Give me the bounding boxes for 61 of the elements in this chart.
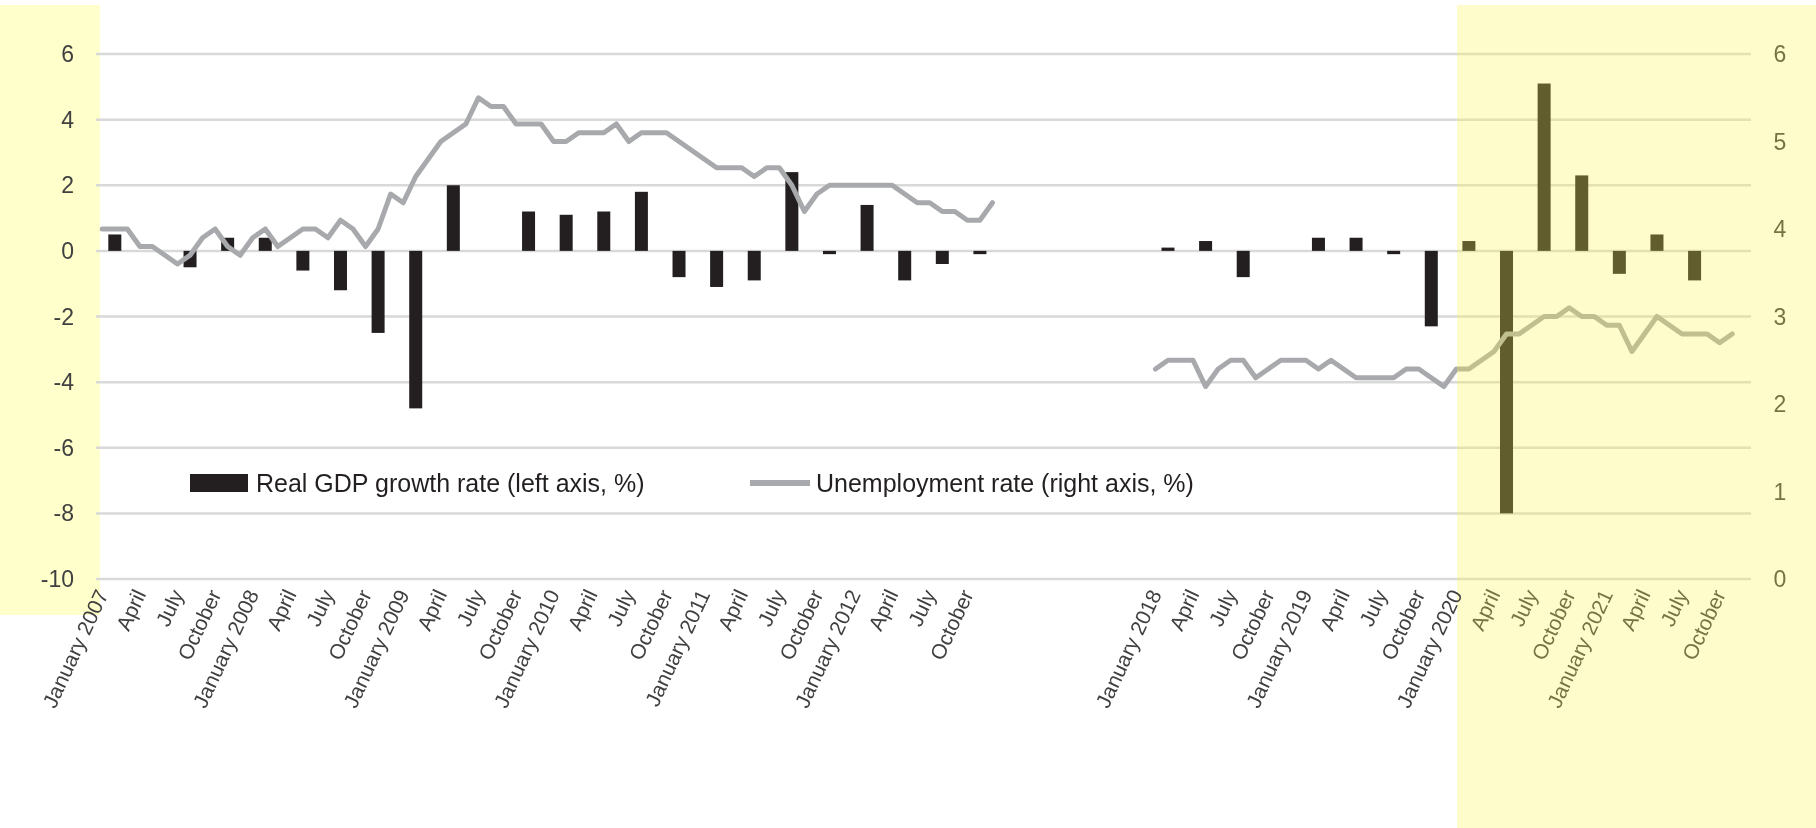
y-tick-label: 0: [61, 237, 74, 264]
bar: [409, 250, 423, 409]
bar: [1387, 250, 1401, 255]
bar: [371, 250, 385, 333]
bar: [747, 250, 761, 281]
bar: [258, 237, 272, 251]
bar: [710, 250, 724, 287]
y-tick-label: 4: [61, 106, 75, 133]
y2-tick-label: 5: [1773, 128, 1787, 155]
bar: [634, 191, 648, 251]
y2-tick-label: 3: [1773, 303, 1787, 330]
bar: [1349, 237, 1363, 251]
x-tick-label: April: [1315, 586, 1354, 634]
y2-tick-label: 0: [1773, 566, 1787, 593]
x-tick-label: April: [1164, 586, 1204, 634]
x-tick-label: April: [111, 586, 151, 634]
bar: [1311, 237, 1325, 251]
x-tick-label: April: [562, 586, 602, 634]
y-tick-label: -4: [53, 369, 75, 396]
bar: [898, 250, 912, 281]
y2-tick-label: 4: [1773, 216, 1787, 243]
y-tick-label: 2: [61, 172, 74, 199]
bar: [559, 214, 573, 251]
bar: [1688, 250, 1702, 281]
bar: [860, 204, 874, 251]
x-tick-label: April: [412, 586, 452, 634]
y-tick-label: -2: [53, 303, 74, 330]
bar: [1199, 241, 1213, 251]
bar: [1537, 83, 1551, 251]
x-tick-label: April: [262, 586, 301, 634]
bar: [1575, 175, 1589, 251]
bar: [597, 211, 611, 251]
bar: [1462, 241, 1476, 251]
x-tick-label: April: [713, 586, 752, 634]
x-tick-label: April: [1616, 586, 1655, 634]
bar: [973, 250, 987, 255]
y2-tick-label: 2: [1773, 391, 1787, 418]
bar: [296, 250, 310, 271]
y-tick-label: -8: [53, 500, 74, 527]
legend-label: Real GDP growth rate (left axis, %): [256, 468, 645, 497]
x-tick-label: April: [863, 586, 903, 634]
bar: [108, 234, 122, 251]
bar: [1161, 247, 1175, 251]
bar: [1650, 234, 1664, 251]
bar: [672, 250, 686, 278]
y2-tick-label: 6: [1773, 41, 1787, 68]
bar: [1424, 250, 1438, 327]
bar: [522, 211, 536, 251]
y-tick-label: -10: [40, 566, 74, 593]
bar: [1612, 250, 1626, 274]
bar: [935, 250, 949, 264]
bar: [1500, 250, 1514, 514]
bar: [822, 250, 836, 255]
y-tick-label: 6: [61, 41, 74, 68]
y2-tick-label: 1: [1773, 478, 1787, 505]
legend-label: Unemployment rate (right axis, %): [816, 468, 1194, 497]
bar: [1236, 250, 1250, 278]
bar: [446, 185, 460, 251]
y-tick-label: -6: [53, 434, 74, 461]
bar: [333, 250, 347, 291]
x-tick-label: April: [1465, 586, 1505, 634]
